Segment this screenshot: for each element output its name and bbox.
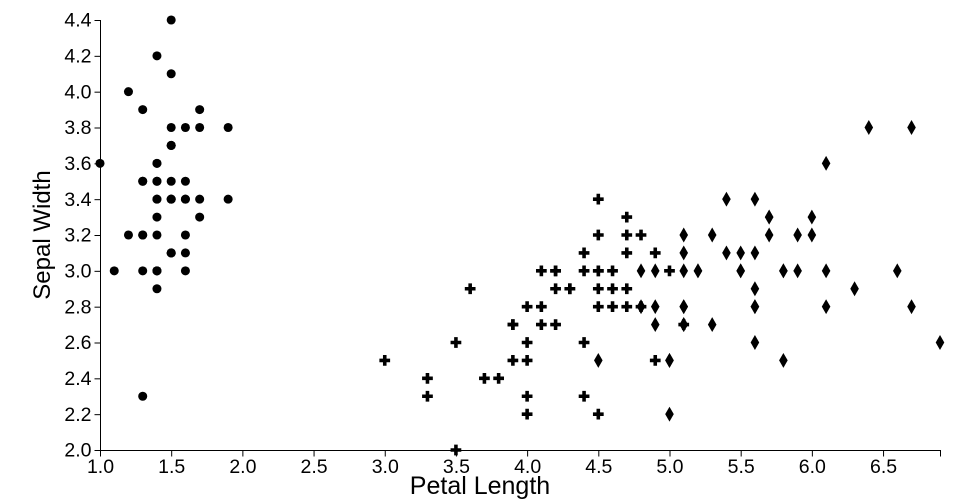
svg-text:3.0: 3.0 (64, 261, 91, 283)
svg-text:5.0: 5.0 (656, 456, 683, 478)
svg-text:1.0: 1.0 (87, 456, 114, 478)
svg-text:1.5: 1.5 (158, 456, 185, 478)
svg-text:4.4: 4.4 (64, 10, 91, 32)
svg-text:4.2: 4.2 (64, 46, 91, 68)
svg-text:6.0: 6.0 (799, 456, 826, 478)
svg-text:Sepal Width: Sepal Width (29, 170, 56, 299)
svg-text:4.5: 4.5 (585, 456, 612, 478)
svg-text:3.2: 3.2 (64, 225, 91, 247)
svg-text:3.5: 3.5 (443, 456, 470, 478)
svg-text:2.0: 2.0 (64, 440, 91, 462)
svg-text:4.0: 4.0 (64, 81, 91, 103)
svg-text:Petal Length: Petal Length (410, 472, 550, 500)
svg-text:3.0: 3.0 (372, 456, 399, 478)
svg-text:2.0: 2.0 (229, 456, 256, 478)
svg-text:2.4: 2.4 (64, 368, 91, 390)
svg-text:4.0: 4.0 (514, 456, 541, 478)
svg-text:2.6: 2.6 (64, 332, 91, 354)
svg-text:3.4: 3.4 (64, 189, 91, 211)
svg-text:3.8: 3.8 (64, 117, 91, 139)
svg-text:3.6: 3.6 (64, 153, 91, 175)
svg-text:6.5: 6.5 (870, 456, 897, 478)
svg-text:2.2: 2.2 (64, 404, 91, 426)
svg-text:2.8: 2.8 (64, 296, 91, 318)
svg-text:2.5: 2.5 (301, 456, 328, 478)
svg-text:5.5: 5.5 (728, 456, 755, 478)
